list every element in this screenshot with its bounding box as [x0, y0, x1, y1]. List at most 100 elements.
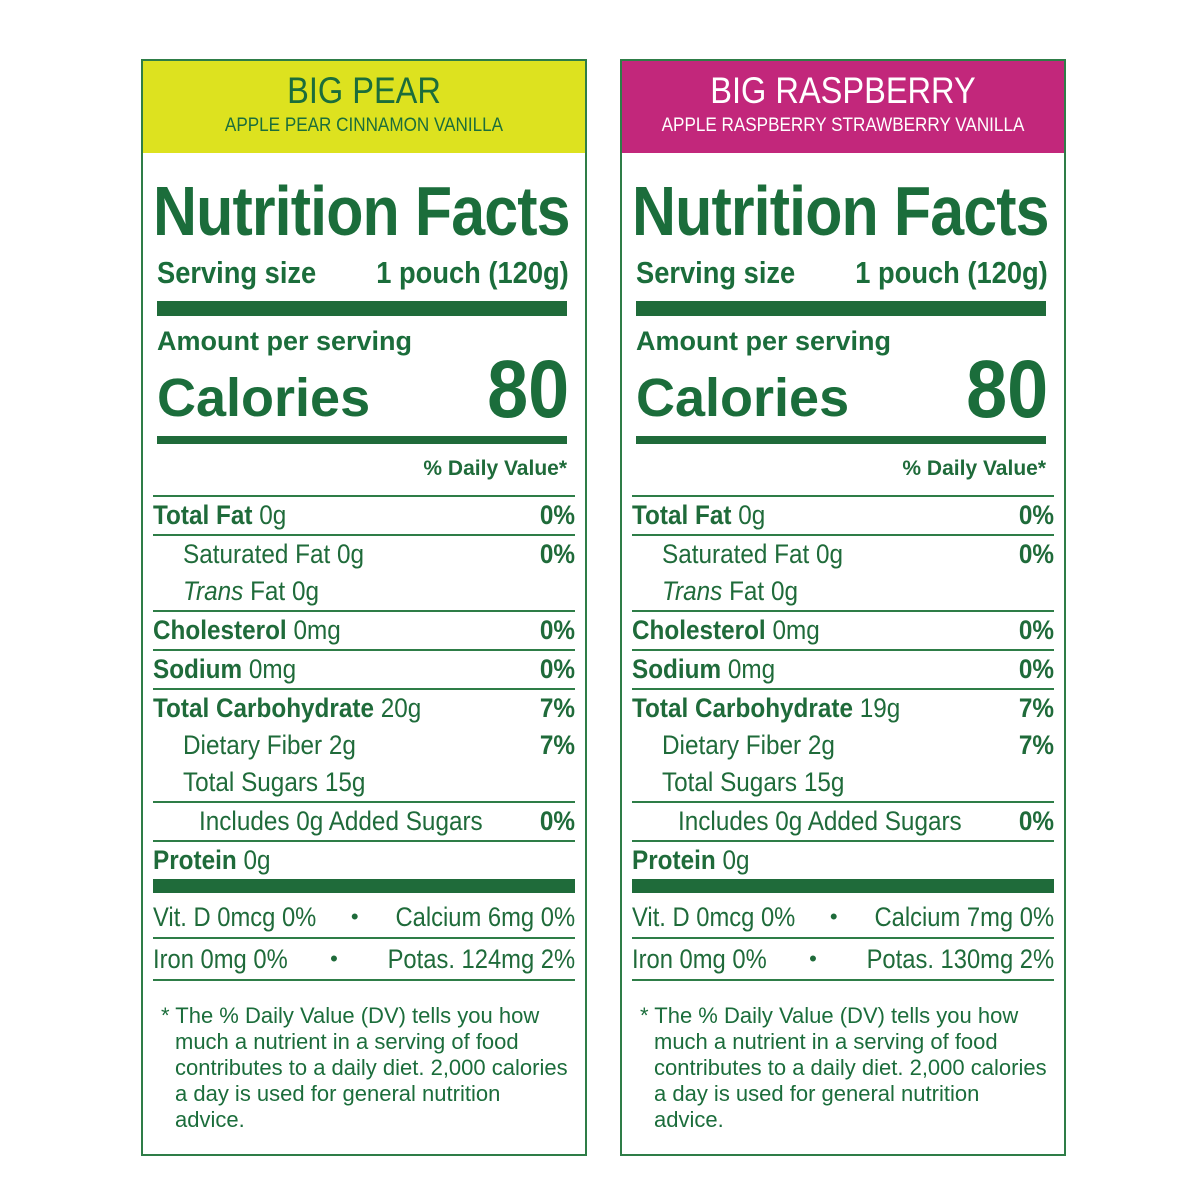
thick-divider [157, 301, 567, 316]
medium-divider [636, 436, 1046, 444]
total-sugars-row: Total Sugars 15g [632, 764, 1054, 803]
nutrient-name: Saturated Fat 0g [662, 539, 844, 569]
nutrient-dv: 0% [1018, 539, 1054, 569]
trans-fat-row: Trans Fat 0g [632, 573, 1054, 612]
potassium: Potas. 124mg 2% [387, 943, 575, 974]
footnote-line: * The % Daily Value (DV) tells you how [161, 1003, 540, 1028]
serving-size-row: Serving size 1 pouch (120g) [153, 253, 575, 293]
sodium-row: Sodium 0mg 0% [632, 651, 1054, 690]
nutrient-amount: 19g [859, 693, 901, 723]
calories-value: 80 [486, 344, 569, 435]
nutrient-dv: 0% [539, 500, 575, 530]
nutrient-dv: 0% [539, 806, 575, 836]
nutrient-name: Fat 0g [250, 576, 319, 606]
nutrient-name-italic: Trans [183, 576, 244, 606]
saturated-fat-row: Saturated Fat 0g 0% [153, 536, 575, 573]
iron: Iron 0mg 0% [153, 943, 288, 974]
micronutrients: Vit. D 0mcg 0% • Calcium 6mg 0% Iron 0mg… [153, 897, 575, 981]
nutrition-facts-label: Nutrition Facts Serving size 1 pouch (12… [632, 153, 1054, 1133]
thick-divider [153, 879, 575, 893]
nutrient-amount: 0g [738, 500, 766, 530]
nutrient-dv: 7% [539, 693, 575, 723]
nutrient-dv: 7% [1018, 693, 1054, 723]
calories-label: Calories [636, 368, 850, 428]
nutrient-amount: 0mg [248, 654, 297, 684]
trans-fat-row: Trans Fat 0g [153, 573, 575, 612]
nutrient-name: Total Carbohydrate [153, 693, 374, 723]
product-flavors: APPLE PEAR CINNAMON VANILLA [224, 115, 504, 136]
total-carbohydrate-row: Total Carbohydrate 19g 7% [632, 690, 1054, 727]
nutrient-dv: 7% [1018, 730, 1054, 760]
serving-size-value: 1 pouch (120g) [376, 255, 569, 290]
micronutrient-row: Vit. D 0mcg 0% • Calcium 6mg 0% [153, 897, 575, 939]
cholesterol-row: Cholesterol 0mg 0% [632, 612, 1054, 651]
nutrient-dv: 0% [1018, 615, 1054, 645]
footnote-line: contributes to a daily diet. 2,000 calor… [175, 1055, 568, 1080]
amount-per-serving: Amount per serving [636, 326, 892, 356]
nutrient-dv: 0% [1018, 654, 1054, 684]
nutrition-facts-title: Nutrition Facts [632, 172, 1050, 250]
total-fat-row: Total Fat 0g 0% [632, 497, 1054, 536]
nutrition-panel: BIG RASPBERRY APPLE RASPBERRY STRAWBERRY… [620, 59, 1066, 1156]
nutrient-amount: 0mg [727, 654, 776, 684]
amount-per-serving: Amount per serving [157, 326, 413, 356]
nutrient-name: Sodium [153, 654, 243, 684]
calories-value: 80 [965, 344, 1048, 435]
daily-value-footnote: * The % Daily Value (DV) tells you how m… [632, 1003, 1054, 1133]
nutrient-rows: Total Fat 0g 0% Saturated Fat 0g 0% Tran… [153, 495, 575, 879]
nutrient-dv: 0% [1018, 500, 1054, 530]
calcium: Calcium 6mg 0% [395, 901, 575, 932]
nutrient-amount: 0g [259, 500, 287, 530]
nutrient-amount: 0mg [772, 615, 820, 645]
footnote-line: * The % Daily Value (DV) tells you how [640, 1003, 1019, 1028]
daily-value-footnote: * The % Daily Value (DV) tells you how m… [153, 1003, 575, 1133]
nutrient-name: Total Fat [632, 500, 732, 530]
iron: Iron 0mg 0% [632, 943, 767, 974]
nutrient-dv: 0% [539, 654, 575, 684]
nutrient-name: Saturated Fat 0g [183, 539, 365, 569]
medium-divider [157, 436, 567, 444]
nutrient-name: Total Fat [153, 500, 253, 530]
serving-size-row: Serving size 1 pouch (120g) [632, 253, 1054, 293]
cholesterol-row: Cholesterol 0mg 0% [153, 612, 575, 651]
product-name: BIG RASPBERRY [710, 70, 976, 111]
micronutrient-row: Iron 0mg 0% • Potas. 130mg 2% [632, 939, 1054, 981]
total-carbohydrate-row: Total Carbohydrate 20g 7% [153, 690, 575, 727]
added-sugars-row: Includes 0g Added Sugars 0% [632, 803, 1054, 842]
nutrition-panel: BIG PEAR APPLE PEAR CINNAMON VANILLA Nut… [141, 59, 587, 1156]
serving-size-label: Serving size [157, 255, 317, 290]
daily-value-header: % Daily Value* [902, 457, 1046, 480]
nutrient-dv: 0% [539, 615, 575, 645]
serving-size-label: Serving size [636, 255, 796, 290]
daily-value-header: % Daily Value* [423, 457, 567, 480]
footnote-line: a day is used for general nutrition advi… [175, 1081, 501, 1132]
nutrition-facts-label: Nutrition Facts Serving size 1 pouch (12… [153, 153, 575, 1133]
micronutrients: Vit. D 0mcg 0% • Calcium 7mg 0% Iron 0mg… [632, 897, 1054, 981]
nutrient-amount: 20g [380, 693, 422, 723]
protein-row: Protein 0g [153, 842, 575, 879]
nutrient-name: Sodium [632, 654, 722, 684]
potassium: Potas. 130mg 2% [866, 943, 1054, 974]
micronutrient-row: Iron 0mg 0% • Potas. 124mg 2% [153, 939, 575, 981]
thick-divider [636, 301, 1046, 316]
sodium-row: Sodium 0mg 0% [153, 651, 575, 690]
nutrition-facts-title: Nutrition Facts [153, 172, 571, 250]
total-sugars-row: Total Sugars 15g [153, 764, 575, 803]
nutrient-dv: 7% [539, 730, 575, 760]
vitamin-d: Vit. D 0mcg 0% [632, 901, 796, 932]
protein-row: Protein 0g [632, 842, 1054, 879]
nutrient-name: Total Sugars 15g [183, 767, 366, 797]
footnote-line: a day is used for general nutrition advi… [654, 1081, 980, 1132]
nutrient-name: Cholesterol [632, 615, 766, 645]
nutrient-amount: 0mg [293, 615, 341, 645]
calories-row: Calories 80 [632, 344, 1054, 435]
nutrient-name: Total Sugars 15g [662, 767, 845, 797]
product-header: BIG PEAR APPLE PEAR CINNAMON VANILLA [143, 61, 585, 153]
bullet-separator: • [330, 946, 338, 971]
vitamin-d: Vit. D 0mcg 0% [153, 901, 317, 932]
added-sugars-row: Includes 0g Added Sugars 0% [153, 803, 575, 842]
total-fat-row: Total Fat 0g 0% [153, 497, 575, 536]
product-name: BIG PEAR [287, 70, 441, 111]
saturated-fat-row: Saturated Fat 0g 0% [632, 536, 1054, 573]
bullet-separator: • [350, 904, 359, 929]
